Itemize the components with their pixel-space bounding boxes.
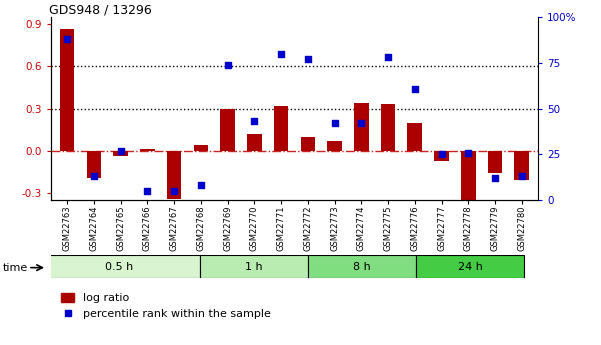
Bar bbox=[194, 145, 208, 151]
Text: GDS948 / 13296: GDS948 / 13296 bbox=[49, 3, 151, 16]
Text: 1 h: 1 h bbox=[245, 262, 263, 272]
Bar bbox=[200, 255, 308, 278]
Point bbox=[276, 51, 286, 57]
Point bbox=[89, 174, 99, 179]
Bar bbox=[488, 151, 502, 174]
Point bbox=[490, 175, 500, 181]
Bar bbox=[407, 123, 423, 151]
Point bbox=[249, 119, 259, 124]
Point bbox=[169, 188, 179, 194]
Bar bbox=[37, 255, 200, 278]
Bar bbox=[461, 151, 476, 204]
Point bbox=[517, 174, 526, 179]
Point bbox=[356, 120, 366, 126]
Bar bbox=[166, 151, 182, 199]
Legend: log ratio, percentile rank within the sample: log ratio, percentile rank within the sa… bbox=[56, 288, 276, 324]
Bar bbox=[300, 137, 315, 151]
Point bbox=[437, 152, 447, 157]
Bar bbox=[59, 29, 75, 151]
Bar bbox=[514, 151, 529, 180]
Bar bbox=[381, 105, 395, 151]
Bar bbox=[354, 103, 369, 151]
Bar bbox=[308, 255, 416, 278]
Point bbox=[330, 120, 340, 126]
Bar bbox=[274, 106, 288, 151]
Point bbox=[303, 57, 313, 62]
Bar bbox=[87, 151, 101, 178]
Text: 24 h: 24 h bbox=[458, 262, 483, 272]
Text: time: time bbox=[2, 263, 28, 273]
Bar bbox=[113, 151, 128, 157]
Bar bbox=[416, 255, 524, 278]
Point bbox=[463, 150, 473, 155]
Point bbox=[142, 188, 152, 194]
Point bbox=[63, 37, 72, 42]
Bar bbox=[140, 149, 154, 151]
Point bbox=[410, 86, 419, 91]
Bar bbox=[328, 141, 342, 151]
Bar bbox=[220, 109, 235, 151]
Point bbox=[383, 55, 393, 60]
Bar bbox=[247, 134, 261, 151]
Point bbox=[116, 148, 126, 154]
Point bbox=[196, 183, 206, 188]
Point bbox=[223, 62, 233, 68]
Bar bbox=[435, 151, 449, 161]
Text: 0.5 h: 0.5 h bbox=[105, 262, 133, 272]
Text: 8 h: 8 h bbox=[353, 262, 371, 272]
